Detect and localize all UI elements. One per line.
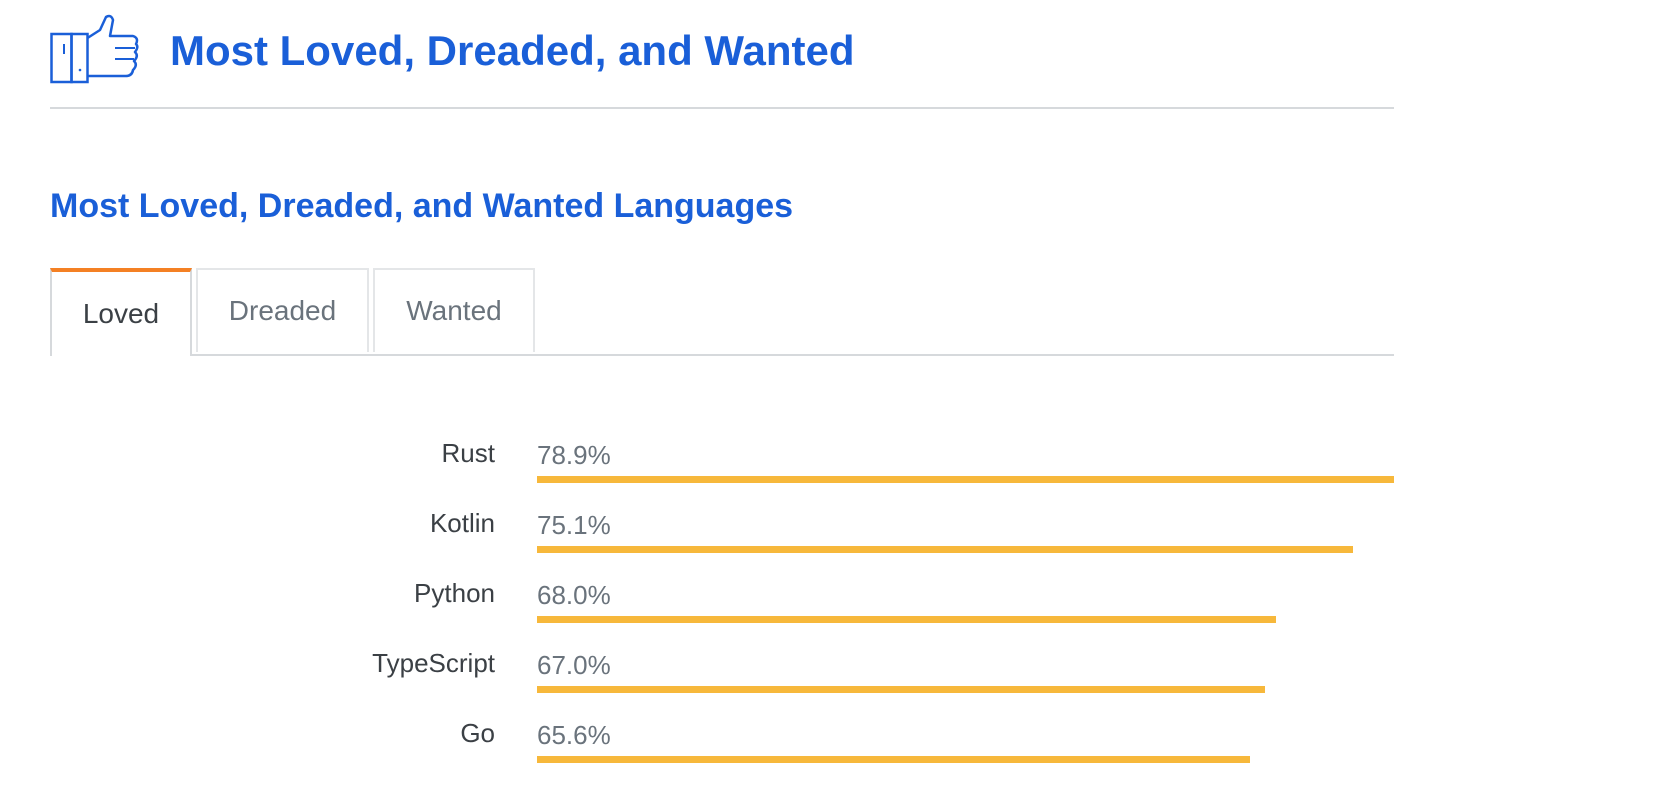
bar-value-label: 75.1% [537,510,611,540]
language-label: TypeScript [372,648,495,678]
page-title: Most Loved, Dreaded, and Wanted [170,27,855,74]
tab-wanted[interactable]: Wanted [373,268,535,352]
bar-value-label: 78.9% [537,440,611,470]
tab-loved[interactable]: Loved [50,268,192,356]
language-label: Kotlin [429,508,495,538]
bar [537,546,1353,553]
thumbs-up-icon [50,14,139,84]
language-label: Go [460,718,495,748]
tab-dreaded[interactable]: Dreaded [196,268,369,352]
section-title: Most Loved, Dreaded, and Wanted Language… [50,187,794,225]
bar [537,756,1250,763]
bar-value-label: 68.0% [537,580,611,610]
page-header: Most Loved, Dreaded, and Wanted [50,14,1394,109]
bar-value-label: 65.6% [537,720,611,750]
bar [537,476,1394,483]
bar [537,616,1276,623]
bar-value-label: 67.0% [537,650,611,680]
language-label: Python [414,578,495,608]
bar [537,686,1265,693]
tab-bar: Loved Dreaded Wanted [50,268,1394,356]
language-label: Rust [441,438,495,468]
